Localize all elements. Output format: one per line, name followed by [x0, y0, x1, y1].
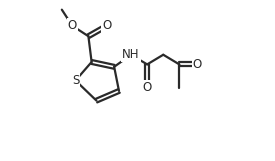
Text: O: O	[142, 81, 152, 94]
Text: O: O	[192, 58, 202, 71]
Text: S: S	[72, 74, 79, 87]
Text: NH: NH	[122, 48, 140, 61]
Text: O: O	[68, 19, 77, 32]
Text: O: O	[102, 19, 112, 32]
